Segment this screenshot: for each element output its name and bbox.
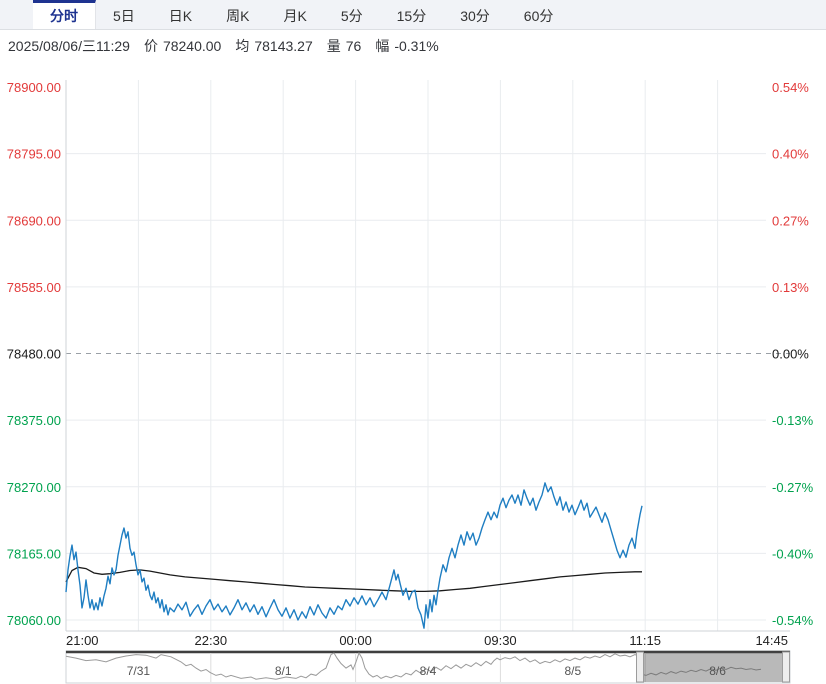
- percent-axis-label: -0.27%: [772, 480, 814, 495]
- time-axis-label: 00:00: [339, 633, 372, 648]
- tab-intraday[interactable]: 分时: [33, 0, 96, 29]
- percent-axis-label: -0.54%: [772, 613, 814, 628]
- quote-datetime: 2025/08/06/三11:29: [8, 38, 130, 54]
- time-axis-label: 09:30: [484, 633, 517, 648]
- quote-change: 幅 -0.31%: [375, 38, 439, 54]
- time-axis-label: 22:30: [195, 633, 228, 648]
- percent-axis-label: 0.00%: [772, 347, 809, 362]
- navigator-date-label: 8/1: [275, 664, 292, 678]
- navigator-selection[interactable]: [640, 652, 786, 682]
- percent-axis-label: 0.40%: [772, 147, 809, 162]
- navigator-minichart: [65, 651, 762, 680]
- percent-axis-label: 0.27%: [772, 213, 809, 228]
- price-axis-label: 78480.00: [7, 347, 61, 362]
- tab-daily[interactable]: 日K: [168, 8, 193, 24]
- quote-average: 均 78143.27: [235, 38, 313, 54]
- price-axis-label: 78795.00: [7, 147, 61, 162]
- tab-weekly[interactable]: 周K: [226, 8, 250, 24]
- tab-15min[interactable]: 15分: [396, 8, 427, 24]
- navigator-date-label: 8/5: [564, 664, 581, 678]
- price-axis-label: 78060.00: [7, 613, 61, 628]
- navigator-date-label: 8/4: [420, 664, 437, 678]
- time-axis-label: 14:45: [755, 633, 788, 648]
- percent-axis-label: -0.40%: [772, 546, 814, 561]
- navigator-handle-left[interactable]: [636, 651, 644, 683]
- period-tabbar: 分时 5日 日K 周K 月K 5分 15分 30分 60分: [0, 0, 826, 30]
- time-axis-label: 21:00: [66, 633, 99, 648]
- price-axis-label: 78165.00: [7, 546, 61, 561]
- tab-monthly[interactable]: 月K: [283, 8, 307, 24]
- tab-30min[interactable]: 30分: [460, 8, 490, 24]
- price-line: [65, 482, 643, 629]
- percent-axis-label: -0.13%: [772, 413, 814, 428]
- price-axis-label: 78690.00: [7, 213, 61, 228]
- time-axis-label: 11:15: [629, 633, 661, 648]
- tab-5min[interactable]: 5分: [340, 8, 363, 24]
- tab-60min[interactable]: 60分: [523, 8, 554, 24]
- price-axis-label: 78585.00: [7, 280, 61, 295]
- navigator-handle-right[interactable]: [782, 651, 790, 683]
- price-axis-label: 78900.00: [7, 80, 61, 95]
- percent-axis-label: 0.54%: [772, 80, 809, 95]
- tab-5day[interactable]: 5日: [113, 8, 135, 24]
- price-axis-label: 78270.00: [7, 480, 61, 495]
- percent-axis-label: 0.13%: [772, 280, 809, 295]
- average-line: [65, 566, 642, 593]
- navigator-date-label: 8/6: [709, 664, 726, 678]
- intraday-chart[interactable]: 78900.00 0.54% 78795.00 0.40% 78690.00 0.27% 7…: [0, 62, 826, 684]
- quote-volume: 量 76: [326, 38, 362, 54]
- navigator-date-label: 7/31: [127, 664, 151, 678]
- price-axis-label: 78375.00: [7, 413, 61, 428]
- quote-price: 价 78240.00: [143, 38, 222, 54]
